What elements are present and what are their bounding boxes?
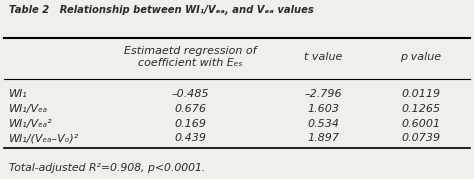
Text: 0.169: 0.169 [174,119,207,129]
Text: 0.439: 0.439 [174,134,207,143]
Text: 0.0119: 0.0119 [401,89,440,99]
Text: WI₁: WI₁ [9,89,27,99]
Text: p value: p value [401,52,441,62]
Text: 0.6001: 0.6001 [401,119,440,129]
Text: WI₁/Vₑₐ²: WI₁/Vₑₐ² [9,119,53,129]
Text: WI₁/Vₑₐ: WI₁/Vₑₐ [9,104,48,114]
Text: t value: t value [304,52,342,62]
Text: WI₁/(Vₑₐ–Vₒ)²: WI₁/(Vₑₐ–Vₒ)² [9,134,79,143]
Text: –2.796: –2.796 [304,89,342,99]
Text: Estimaetd regression of
coefficient with Eₑₛ: Estimaetd regression of coefficient with… [124,46,257,68]
Text: 1.603: 1.603 [307,104,339,114]
Text: Table 2   Relationship between WI₁/Vₑₐ, and Vₑₐ values: Table 2 Relationship between WI₁/Vₑₐ, an… [9,5,314,15]
Text: Total-adjusted R²=0.908, p<0.0001.: Total-adjusted R²=0.908, p<0.0001. [9,163,205,173]
Text: 0.534: 0.534 [307,119,339,129]
Text: 0.1265: 0.1265 [401,104,440,114]
Text: –0.485: –0.485 [172,89,209,99]
Text: 0.676: 0.676 [174,104,207,114]
Text: 0.0739: 0.0739 [401,134,440,143]
Text: 1.897: 1.897 [307,134,339,143]
